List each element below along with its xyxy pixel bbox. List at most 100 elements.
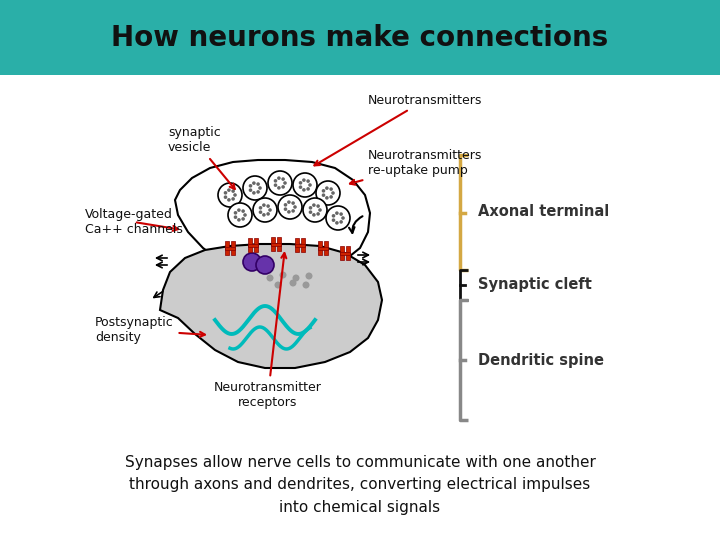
Circle shape: [308, 183, 312, 187]
Text: Neurotransmitters
re-uptake pump: Neurotransmitters re-uptake pump: [350, 149, 482, 185]
Circle shape: [278, 195, 302, 219]
Circle shape: [268, 171, 292, 195]
Circle shape: [339, 220, 343, 224]
Circle shape: [303, 198, 327, 222]
Circle shape: [284, 207, 287, 211]
Circle shape: [325, 196, 329, 200]
Circle shape: [248, 188, 252, 192]
Text: Voltage-gated
Ca++ channels: Voltage-gated Ca++ channels: [85, 208, 183, 236]
Bar: [248, 244, 258, 247]
Text: Axonal terminal: Axonal terminal: [478, 205, 609, 219]
Circle shape: [262, 204, 266, 207]
Circle shape: [302, 188, 306, 192]
Bar: [318, 241, 322, 255]
Circle shape: [305, 273, 312, 280]
Circle shape: [329, 187, 333, 191]
Text: Dendritic spine: Dendritic spine: [478, 353, 604, 368]
Circle shape: [243, 253, 261, 271]
Circle shape: [248, 184, 252, 187]
Circle shape: [256, 190, 260, 194]
Text: Synapses allow nerve cells to communicate with one another
through axons and den: Synapses allow nerve cells to communicat…: [125, 455, 595, 515]
Circle shape: [299, 185, 302, 189]
Circle shape: [237, 208, 240, 212]
Circle shape: [335, 211, 338, 215]
Circle shape: [322, 189, 325, 193]
Circle shape: [274, 179, 277, 183]
Circle shape: [292, 274, 300, 281]
Bar: [0, 0, 720, 75]
Circle shape: [318, 208, 322, 212]
Circle shape: [332, 218, 336, 222]
Circle shape: [283, 181, 287, 185]
Circle shape: [258, 206, 262, 210]
Circle shape: [329, 195, 333, 199]
Circle shape: [341, 216, 345, 220]
Polygon shape: [175, 160, 370, 273]
Bar: [271, 237, 275, 251]
Circle shape: [234, 211, 238, 214]
Circle shape: [262, 213, 266, 217]
Circle shape: [258, 211, 262, 214]
Circle shape: [231, 190, 235, 193]
Bar: [301, 238, 305, 252]
Bar: [271, 243, 281, 246]
Circle shape: [233, 193, 237, 197]
Circle shape: [299, 181, 302, 185]
Circle shape: [258, 186, 262, 190]
Circle shape: [231, 197, 235, 201]
Circle shape: [325, 186, 329, 190]
Bar: [248, 238, 252, 252]
Circle shape: [306, 179, 310, 183]
Circle shape: [268, 208, 272, 212]
Bar: [225, 241, 229, 255]
Circle shape: [227, 188, 230, 192]
Circle shape: [293, 205, 297, 209]
Circle shape: [287, 210, 291, 214]
Circle shape: [274, 184, 277, 187]
Circle shape: [279, 272, 287, 279]
Circle shape: [282, 185, 285, 188]
Circle shape: [302, 281, 310, 288]
Circle shape: [227, 198, 230, 201]
Text: How neurons make connections: How neurons make connections: [112, 24, 608, 51]
Circle shape: [292, 201, 295, 205]
Circle shape: [252, 181, 256, 185]
Bar: [346, 246, 350, 260]
Circle shape: [284, 203, 287, 207]
Circle shape: [316, 212, 320, 215]
Text: Neurotransmitter
receptors: Neurotransmitter receptors: [214, 253, 322, 409]
Circle shape: [237, 218, 240, 222]
Circle shape: [309, 211, 312, 214]
Circle shape: [228, 203, 252, 227]
Polygon shape: [160, 244, 382, 368]
Circle shape: [241, 210, 245, 213]
Bar: [277, 237, 281, 251]
Bar: [340, 246, 344, 260]
Circle shape: [277, 177, 281, 180]
Circle shape: [293, 173, 317, 197]
Circle shape: [326, 206, 350, 230]
Bar: [295, 244, 305, 247]
Circle shape: [266, 204, 270, 208]
Circle shape: [332, 214, 336, 218]
Circle shape: [266, 212, 270, 215]
Bar: [225, 247, 235, 250]
Circle shape: [243, 176, 267, 200]
Text: Neurotransmitters: Neurotransmitters: [315, 93, 482, 165]
Circle shape: [306, 187, 310, 191]
Circle shape: [252, 191, 256, 195]
Bar: [231, 241, 235, 255]
Circle shape: [312, 213, 315, 217]
Bar: [295, 238, 299, 252]
Circle shape: [316, 181, 340, 205]
Circle shape: [256, 256, 274, 274]
Circle shape: [266, 274, 274, 281]
Text: Postsynaptic
density: Postsynaptic density: [95, 316, 205, 344]
Circle shape: [289, 280, 297, 287]
Circle shape: [256, 183, 260, 186]
Circle shape: [339, 212, 343, 216]
Text: Synaptic cleft: Synaptic cleft: [478, 278, 592, 293]
Circle shape: [243, 213, 247, 217]
Circle shape: [316, 204, 320, 208]
Circle shape: [234, 215, 238, 219]
